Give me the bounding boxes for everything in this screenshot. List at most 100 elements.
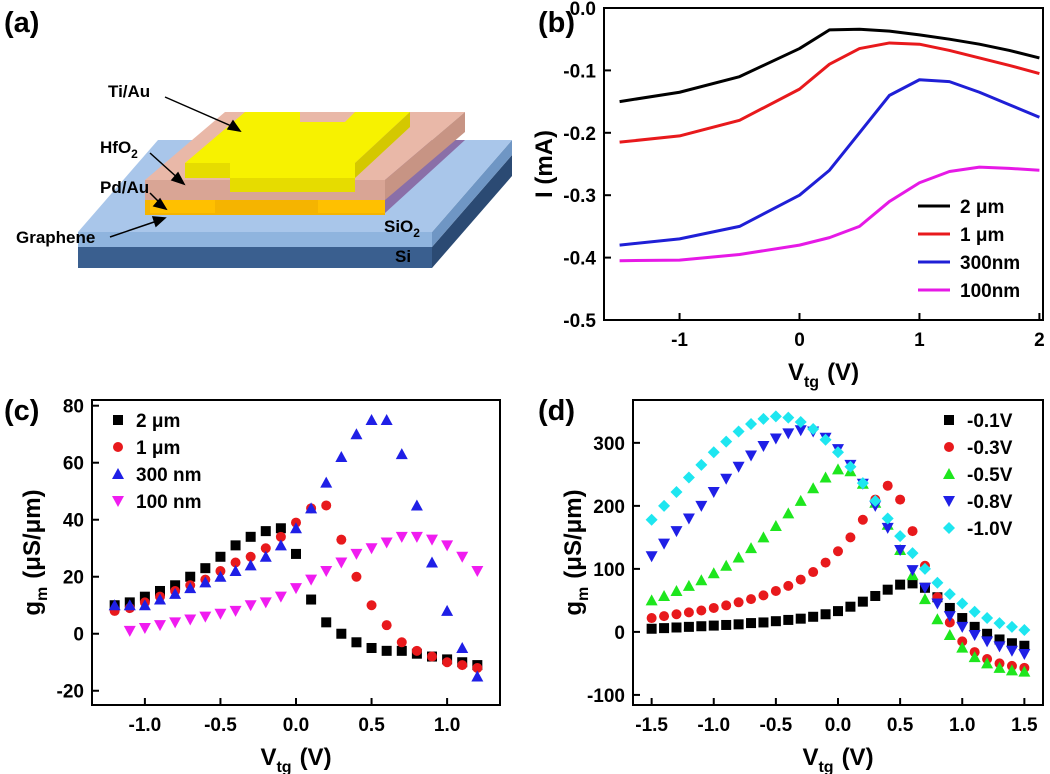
y-tick-label: 40 <box>63 511 84 532</box>
marker <box>290 583 302 595</box>
marker <box>994 634 1005 645</box>
marker <box>707 446 720 459</box>
marker <box>931 576 944 589</box>
marker <box>306 594 317 605</box>
legend-swatch <box>943 468 955 479</box>
marker <box>1006 638 1017 649</box>
x-tick-label: 1.0 <box>949 715 975 736</box>
marker <box>471 670 484 682</box>
y-tick-label: 0 <box>73 625 84 646</box>
marker <box>783 580 794 591</box>
marker <box>395 448 408 460</box>
series: -0.1V <box>646 411 1030 651</box>
label-unit: (V) <box>842 744 874 771</box>
label-sub: tg <box>818 759 833 774</box>
y-tick-label: -0.3 <box>563 186 596 207</box>
marker <box>808 611 819 622</box>
marker <box>857 514 868 525</box>
legend-label: -0.5V <box>967 465 1013 486</box>
marker <box>682 579 695 591</box>
legend-swatch <box>944 442 954 452</box>
marker <box>335 557 348 569</box>
marker <box>442 657 453 668</box>
label-text: g <box>19 601 46 616</box>
label-text: V <box>260 744 276 771</box>
y-tick-label: 100 <box>593 560 625 581</box>
marker <box>275 531 286 542</box>
marker <box>758 617 769 628</box>
marker <box>108 599 121 611</box>
marker <box>380 537 393 549</box>
marker <box>782 428 795 440</box>
marker <box>1018 624 1031 637</box>
device-diagram: (a) Ti/Au HfO2 Pd/Au Graphene SiO2 Si <box>4 7 512 268</box>
y-tick-label: 0 <box>614 623 625 644</box>
marker <box>783 614 794 625</box>
sio2-side <box>432 140 512 247</box>
marker <box>968 651 981 663</box>
line <box>619 41 1040 144</box>
label-hfo2: HfO2 <box>100 138 138 161</box>
marker <box>757 441 770 453</box>
marker <box>833 546 843 557</box>
plot-frame <box>603 7 1044 321</box>
marker <box>795 574 806 585</box>
marker <box>745 417 758 430</box>
marker <box>696 621 707 632</box>
marker <box>982 628 993 639</box>
y-tick-label: 200 <box>593 497 625 518</box>
marker <box>671 609 682 620</box>
marker <box>670 486 683 499</box>
marker <box>807 482 820 494</box>
x-axis-label: Vtg (V) <box>788 359 859 391</box>
marker <box>1005 620 1018 633</box>
label-unit: (V) <box>300 744 332 771</box>
legend-swatch <box>943 496 955 507</box>
marker <box>807 422 820 435</box>
y-tick-label: 20 <box>63 568 84 589</box>
y-axis-label: gm (μS/μm) <box>19 489 51 615</box>
series: 300nm <box>619 78 1040 274</box>
marker <box>670 526 683 538</box>
marker <box>757 531 770 543</box>
marker <box>845 601 856 612</box>
series: -0.3V <box>646 438 1030 673</box>
marker <box>456 551 469 563</box>
marker <box>441 604 454 616</box>
marker <box>820 557 831 568</box>
marker <box>832 463 844 475</box>
marker <box>944 617 955 628</box>
marker <box>794 494 807 506</box>
marker <box>757 412 770 425</box>
marker <box>944 602 955 613</box>
marker <box>350 428 363 440</box>
panel-label: (c) <box>4 395 39 427</box>
legend-label: -1.0V <box>967 519 1013 540</box>
label-text: HfO <box>100 138 131 157</box>
marker <box>658 538 671 550</box>
marker <box>895 494 906 505</box>
marker <box>670 584 683 596</box>
x-tick-label: 1.5 <box>1011 715 1038 736</box>
marker <box>645 594 658 606</box>
marker <box>682 513 695 525</box>
marker <box>291 548 301 559</box>
marker <box>426 556 438 568</box>
x-tick-label: 0.5 <box>887 715 914 736</box>
marker <box>320 566 333 578</box>
x-tick-label: -1.0 <box>697 715 730 736</box>
marker <box>732 551 745 563</box>
label-sub: tg <box>804 374 819 391</box>
label-sio2: SiO2 <box>384 217 420 240</box>
marker <box>733 597 744 608</box>
label-unit: (V) <box>827 359 859 386</box>
pdau-pad <box>318 200 385 213</box>
marker <box>957 613 968 624</box>
marker <box>695 500 708 512</box>
marker <box>857 596 868 607</box>
marker <box>230 540 241 551</box>
legend-swatch <box>112 496 124 507</box>
y-tick-label: 300 <box>593 434 625 455</box>
marker <box>199 611 212 623</box>
